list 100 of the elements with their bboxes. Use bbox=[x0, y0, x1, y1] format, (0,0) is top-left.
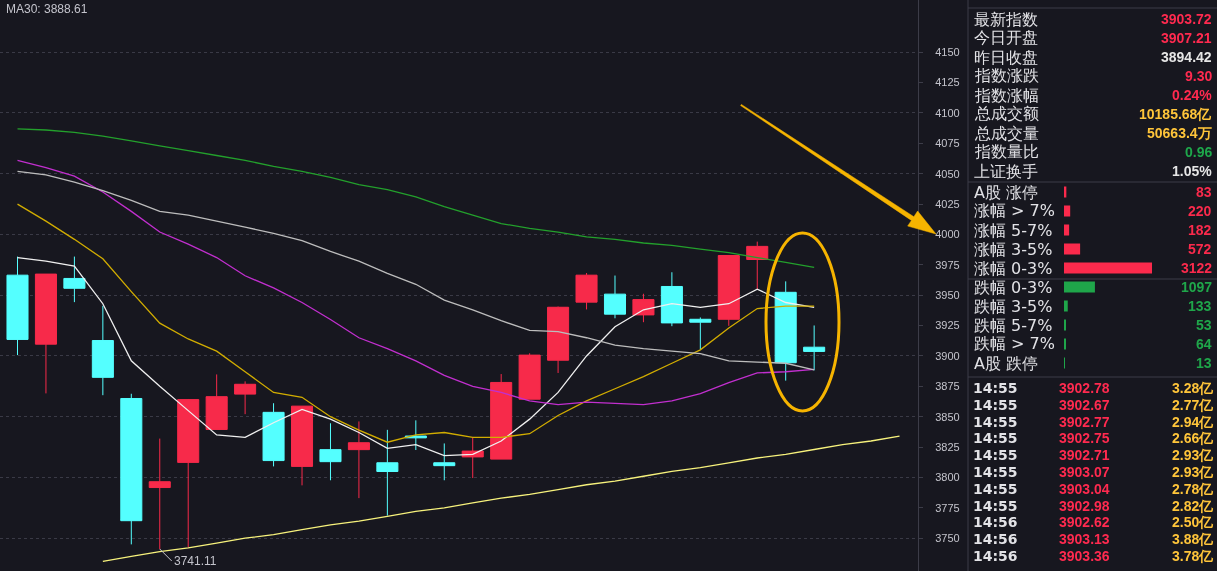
y-tick-label: 3975 bbox=[935, 258, 960, 271]
data-label: 3122 bbox=[1181, 260, 1213, 276]
y-tick-label: 3850 bbox=[935, 410, 960, 423]
line-series bbox=[16, 203, 815, 443]
data-label: 3902.67 bbox=[1059, 397, 1110, 413]
candlestick bbox=[689, 316, 712, 351]
bar bbox=[1064, 281, 1095, 293]
y-tick-label: 4025 bbox=[935, 197, 960, 210]
candlestick bbox=[120, 393, 143, 545]
candlestick bbox=[660, 271, 683, 327]
data-label: 133 bbox=[1188, 298, 1212, 314]
candlestick bbox=[575, 272, 598, 310]
candlestick bbox=[234, 380, 257, 415]
annotation: 3741.11 bbox=[174, 554, 217, 568]
data-label: 2.66亿 bbox=[1172, 430, 1215, 446]
category-label: 指数量比 bbox=[974, 142, 1039, 161]
data-label: 182 bbox=[1188, 222, 1212, 238]
line-series bbox=[16, 170, 815, 371]
y-tick-label: 4150 bbox=[935, 46, 960, 59]
data-label: 3.88亿 bbox=[1172, 531, 1215, 547]
y-tick-label: 4100 bbox=[935, 106, 960, 119]
text: 9.30 bbox=[1185, 68, 1213, 84]
bar bbox=[1064, 243, 1081, 255]
candlestick bbox=[148, 438, 171, 550]
candlestick bbox=[433, 442, 456, 481]
category-label: 14:55 bbox=[973, 464, 1018, 480]
category-label: 14:55 bbox=[973, 447, 1018, 463]
data-label: 1097 bbox=[1181, 279, 1213, 295]
category-label: 上证换手 bbox=[974, 162, 1038, 181]
data-label: 3902.75 bbox=[1059, 430, 1110, 446]
candlestick bbox=[746, 241, 769, 290]
data-label: 13 bbox=[1196, 355, 1212, 371]
text: 3894.42 bbox=[1161, 49, 1212, 65]
candlestick bbox=[603, 275, 627, 319]
y-tick-label: 涨幅 5-7% bbox=[974, 221, 1053, 240]
data-label: 2.93亿 bbox=[1172, 447, 1215, 463]
y-tick-label: 4050 bbox=[935, 167, 960, 180]
y-tick-label: 3800 bbox=[935, 471, 960, 484]
candlestick bbox=[717, 254, 740, 327]
y-tick-label: 3925 bbox=[935, 319, 960, 332]
candlestick bbox=[803, 324, 826, 371]
data-label: 2.50亿 bbox=[1172, 514, 1215, 530]
candlestick bbox=[34, 273, 57, 394]
data-label: 3902.77 bbox=[1059, 414, 1110, 430]
data-label: 83 bbox=[1196, 184, 1212, 200]
line-series bbox=[16, 256, 815, 457]
candlestick bbox=[205, 373, 228, 430]
category-label: 14:56 bbox=[973, 548, 1018, 564]
data-label: 3.78亿 bbox=[1172, 548, 1215, 564]
bar bbox=[1064, 205, 1071, 217]
data-label: 3902.62 bbox=[1059, 514, 1110, 530]
category-label: 14:55 bbox=[973, 498, 1018, 514]
y-tick-label: 4125 bbox=[935, 76, 960, 89]
candlestick bbox=[63, 256, 86, 303]
y-tick-label: A股 跌停 bbox=[974, 354, 1039, 373]
y-tick-label: 跌幅 > 7% bbox=[974, 334, 1055, 353]
candlestick bbox=[290, 405, 314, 486]
y-tick-label: 4000 bbox=[935, 228, 960, 241]
candlestick bbox=[774, 280, 797, 382]
line-series bbox=[16, 128, 815, 268]
text: 3903.72 bbox=[1161, 11, 1212, 27]
data-label: 2.78亿 bbox=[1172, 481, 1215, 497]
y-tick-label: 3750 bbox=[935, 532, 960, 545]
y-tick-label: 跌幅 0-3% bbox=[974, 278, 1053, 297]
data-label: 3.28亿 bbox=[1172, 380, 1215, 396]
data-label: 572 bbox=[1188, 241, 1212, 257]
data-label: 3903.04 bbox=[1059, 481, 1110, 497]
category-label: 14:56 bbox=[973, 531, 1018, 547]
data-label: 2.93亿 bbox=[1172, 464, 1215, 480]
bar bbox=[1064, 262, 1152, 274]
category-label: 14:55 bbox=[973, 380, 1018, 396]
text: 0.24% bbox=[1172, 87, 1212, 103]
y-tick-label: 跌幅 5-7% bbox=[974, 316, 1053, 335]
y-tick-label: 涨幅 > 7% bbox=[974, 201, 1055, 220]
data-label: 3903.36 bbox=[1059, 548, 1110, 564]
candlestick bbox=[262, 402, 285, 467]
bar bbox=[1064, 300, 1068, 312]
y-tick-label: 3875 bbox=[935, 380, 960, 393]
bar bbox=[1064, 224, 1070, 236]
category-label: 今日开盘 bbox=[974, 28, 1038, 47]
data-label: 2.82亿 bbox=[1172, 498, 1215, 514]
category-label: 14:55 bbox=[973, 481, 1018, 497]
candlestick bbox=[518, 352, 541, 400]
data-label: 3903.13 bbox=[1059, 531, 1110, 547]
data-label: 3903.07 bbox=[1059, 464, 1110, 480]
data-label: 220 bbox=[1188, 203, 1212, 219]
text: 10185.68亿 bbox=[1139, 106, 1212, 122]
annotation: MA30: 3888.61 bbox=[6, 2, 88, 16]
candlestick bbox=[632, 293, 655, 323]
candlestick bbox=[490, 373, 513, 460]
candlestick bbox=[319, 422, 342, 481]
data-label: 2.94亿 bbox=[1172, 414, 1215, 430]
y-tick-label: 4075 bbox=[935, 137, 960, 150]
text: 50663.4万 bbox=[1147, 125, 1212, 141]
data-label: 3902.71 bbox=[1059, 447, 1110, 463]
candlestick bbox=[177, 398, 200, 548]
y-tick-label: 3950 bbox=[935, 289, 960, 302]
candlestick bbox=[404, 419, 427, 451]
y-tick-label: 涨幅 3-5% bbox=[974, 240, 1053, 259]
text: 1.05% bbox=[1172, 163, 1212, 179]
